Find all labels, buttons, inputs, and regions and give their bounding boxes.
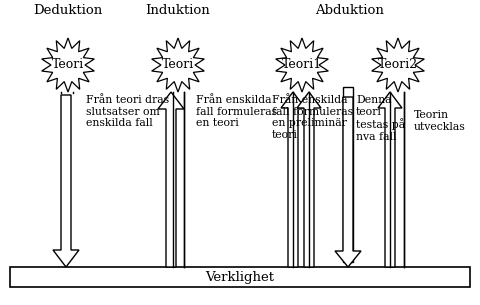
Text: Teori: Teori (162, 59, 194, 71)
Text: Från teori dras
slutsatser om
enskilda fall: Från teori dras slutsatser om enskilda f… (86, 95, 169, 128)
Polygon shape (53, 95, 79, 267)
Bar (343, 87, 353, 262)
Polygon shape (378, 92, 402, 267)
Text: Teorin
utvecklas: Teorin utvecklas (414, 110, 466, 131)
Text: Verklighet: Verklighet (205, 271, 275, 284)
Text: Teori2: Teori2 (378, 59, 418, 71)
Polygon shape (335, 97, 361, 267)
Polygon shape (42, 38, 95, 92)
Text: Denna
teori
testas på
nva fall: Denna teori testas på nva fall (356, 95, 405, 142)
Text: Från enskilda
fall formuleras
en teori: Från enskilda fall formuleras en teori (196, 95, 277, 128)
Text: Deduktion: Deduktion (34, 4, 103, 17)
Text: Teori1: Teori1 (282, 59, 322, 71)
Polygon shape (281, 92, 305, 267)
Polygon shape (297, 92, 321, 267)
Polygon shape (276, 38, 328, 92)
Polygon shape (152, 38, 204, 92)
Polygon shape (158, 92, 184, 267)
Text: Abduktion: Abduktion (315, 4, 384, 17)
Text: Induktion: Induktion (145, 4, 210, 17)
Polygon shape (372, 38, 424, 92)
Text: Teori: Teori (52, 59, 84, 71)
Text: Från enskilda
fall formuleras
en preliminär
teori: Från enskilda fall formuleras en prelimi… (272, 95, 353, 140)
Bar (10, 267, 470, 287)
